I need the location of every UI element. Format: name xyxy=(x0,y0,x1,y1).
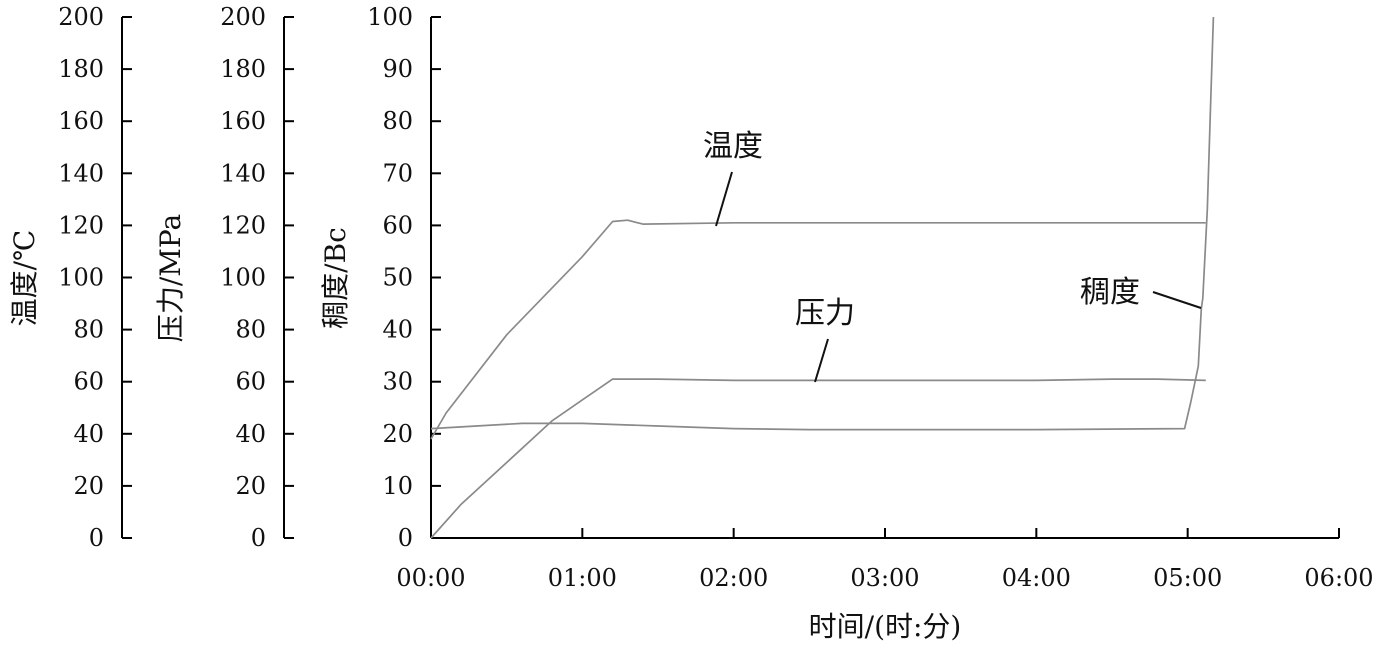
pressure-tick-label: 120 xyxy=(220,211,266,239)
pressure-tick-label: 80 xyxy=(235,316,266,344)
pressure-callout-line xyxy=(814,338,829,383)
temperature-tick-label: 40 xyxy=(73,420,104,448)
temperature-tick-label: 100 xyxy=(58,264,104,292)
pressure-axis-title: 压力/MPa xyxy=(154,214,187,342)
consistency-series-line xyxy=(430,16,1215,431)
temperature-series-line xyxy=(430,219,1206,440)
pressure-tick-label: 140 xyxy=(220,159,266,187)
consistency-tick-label: 100 xyxy=(367,3,413,31)
temperature-tick-label: 80 xyxy=(73,316,104,344)
x-tick-label: 04:00 xyxy=(1002,564,1071,592)
consistency-tick-label: 70 xyxy=(382,159,413,187)
series-layer xyxy=(430,16,1215,539)
temperature-tick-label: 0 xyxy=(89,524,104,552)
pressure-series-line xyxy=(430,378,1206,539)
consistency-tick-label: 0 xyxy=(398,524,413,552)
consistency-callout-line xyxy=(1152,291,1202,309)
pressure-callout-label: 压力 xyxy=(795,296,855,331)
temperature-tick-label: 160 xyxy=(58,107,104,135)
x-tick-label: 05:00 xyxy=(1153,564,1222,592)
callouts: 温度 压力 稠度 xyxy=(703,129,1202,383)
consistency-tick-label: 10 xyxy=(382,472,413,500)
consistency-tick-label: 50 xyxy=(382,264,413,292)
x-tick-label: 06:00 xyxy=(1304,564,1373,592)
temperature-tick-label: 120 xyxy=(58,211,104,239)
x-tick-label: 00:00 xyxy=(396,564,465,592)
pressure-tick-label: 20 xyxy=(235,472,266,500)
pressure-tick-label: 160 xyxy=(220,107,266,135)
consistency-tick-label: 90 xyxy=(382,55,413,83)
y-axes: 0204060801001201401601802000204060801001… xyxy=(58,3,441,552)
pressure-tick-label: 0 xyxy=(251,524,266,552)
temperature-callout-line xyxy=(715,171,733,227)
temperature-axis-title: 温度/℃ xyxy=(8,230,41,327)
consistency-tick-label: 80 xyxy=(382,107,413,135)
pressure-tick-label: 100 xyxy=(220,264,266,292)
temperature-callout-label: 温度 xyxy=(703,129,763,164)
x-axis-title: 时间/(时:分) xyxy=(809,610,962,643)
pressure-tick-label: 40 xyxy=(235,420,266,448)
consistency-tick-label: 40 xyxy=(382,316,413,344)
x-axis: 00:00 01:00 02:00 03:00 04:00 05:00 06:00 xyxy=(396,528,1374,592)
consistency-tick-label: 60 xyxy=(382,211,413,239)
consistency-callout-label: 稠度 xyxy=(1080,275,1140,310)
temperature-tick-label: 60 xyxy=(73,368,104,396)
x-tick-label: 03:00 xyxy=(850,564,919,592)
consistency-tick-label: 30 xyxy=(382,368,413,396)
pressure-tick-label: 180 xyxy=(220,55,266,83)
temperature-tick-label: 200 xyxy=(58,3,104,31)
pressure-tick-label: 60 xyxy=(235,368,266,396)
x-tick-label: 02:00 xyxy=(699,564,768,592)
temperature-tick-label: 140 xyxy=(58,159,104,187)
consistency-tick-label: 20 xyxy=(382,420,413,448)
pressure-tick-label: 200 xyxy=(220,3,266,31)
temperature-tick-label: 20 xyxy=(73,472,104,500)
consistency-axis-title: 稠度/Bc xyxy=(319,227,352,329)
x-tick-label: 01:00 xyxy=(548,564,617,592)
temperature-tick-label: 180 xyxy=(58,55,104,83)
